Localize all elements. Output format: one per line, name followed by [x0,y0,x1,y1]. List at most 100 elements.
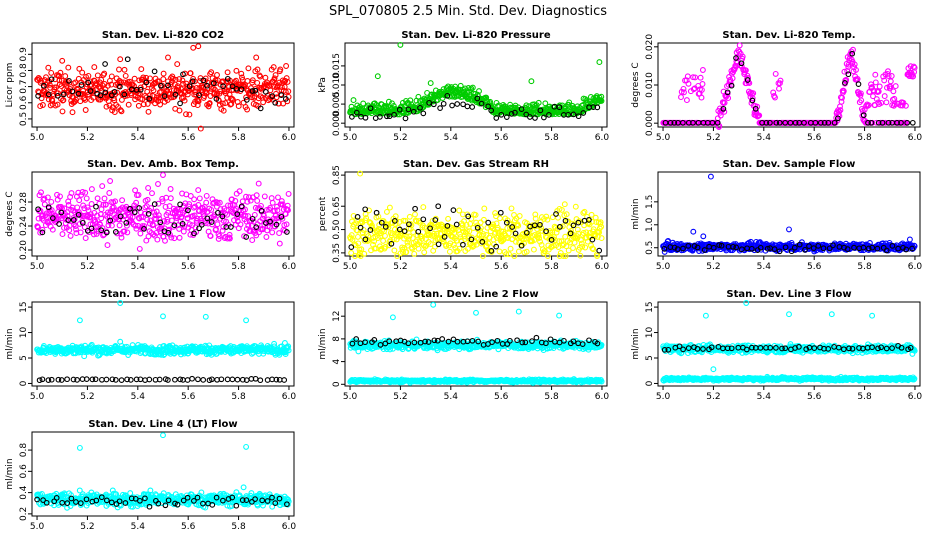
data-point [350,97,357,104]
data-point [283,75,290,82]
data-point [391,247,398,254]
data-point [729,75,736,82]
series-all [660,173,918,255]
data-point [233,67,240,74]
data-point [450,207,457,213]
y-tick-label: 8 [332,336,342,342]
data-point [456,207,463,214]
data-point [430,301,437,308]
data-point [435,203,442,210]
data-point [85,79,92,86]
plot-frame [31,42,295,128]
x-tick-label: 5.4 [131,133,146,143]
data-point [239,198,246,205]
data-point [270,78,276,85]
data-point [738,60,745,67]
panel-temp: Stan. Dev. Li-820 Temp.5.0 5.2 5.4 5.6 5.8 6.… [631,30,922,143]
data-point [690,119,696,126]
data-point [157,101,164,108]
data-point [728,82,735,89]
data-point [117,56,124,63]
x-tick-label: 5.4 [757,133,772,143]
data-point [667,119,674,126]
x-tick-label: 5.4 [444,133,459,143]
x-tick-label: 6.0 [595,392,610,402]
data-point [485,103,491,110]
data-point [149,221,156,228]
y-tick-label: 0 [332,381,342,387]
data-point [736,42,743,49]
data-point [39,102,46,108]
data-point [570,245,576,251]
data-point [192,203,198,210]
data-point [405,106,412,113]
data-point [211,80,217,87]
data-point [271,75,278,82]
y-tick-label: 0.85 [332,165,342,185]
data-point [185,203,192,210]
data-point [843,76,850,83]
data-point [596,59,603,66]
data-point [145,185,152,191]
x-tick-label: 5.2 [393,262,407,272]
data-point [750,90,757,97]
data-point [272,72,279,79]
data-point [137,230,144,237]
data-point [507,245,514,252]
data-point [162,237,168,244]
data-point [528,78,535,85]
data-point [503,114,510,120]
data-point [65,64,72,71]
y-axis-label: degrees C [631,62,641,107]
data-point [276,240,283,247]
y-tick-label: 0.010 [332,72,342,98]
data-point [187,193,194,199]
data-point [152,212,159,219]
data-point [360,100,367,107]
x-tick-label: 5.4 [757,262,772,272]
data-point [716,122,723,129]
data-point [744,77,751,83]
data-point [902,102,909,109]
data-point [120,79,127,86]
data-point [231,78,238,85]
x-tick-label: 5.2 [706,262,720,272]
data-point [261,193,268,200]
data-point [561,201,568,208]
data-point [203,192,210,199]
data-point [161,98,168,105]
data-point [154,236,161,243]
data-point [756,112,763,119]
data-point [488,107,495,114]
data-point [104,209,111,216]
data-point [111,109,118,116]
series-subset [349,92,601,122]
data-point [48,76,55,83]
data-point [233,77,239,84]
x-tick-label: 6.0 [595,262,610,272]
data-point [77,229,84,236]
data-point [39,226,46,233]
data-point [183,111,189,118]
data-point [421,249,428,256]
data-point [156,215,163,222]
data-point [229,83,236,90]
panel-title: Stan. Dev. Li-820 CO2 [102,30,224,41]
data-point [909,119,916,126]
data-point [103,376,110,383]
data-point [720,105,727,112]
data-point [904,119,911,126]
y-tick-label: 0.6 [19,95,29,110]
data-point [86,229,92,236]
series-all [34,300,292,360]
data-point [85,72,92,79]
figure-title: SPL_070805 2.5 Min. Std. Dev. Diagnostic… [329,4,607,19]
data-point [61,205,68,212]
data-point [79,69,86,76]
data-point [141,210,148,217]
data-point [190,44,197,51]
data-point [76,317,83,324]
data-point [91,64,98,71]
data-point [124,229,131,236]
